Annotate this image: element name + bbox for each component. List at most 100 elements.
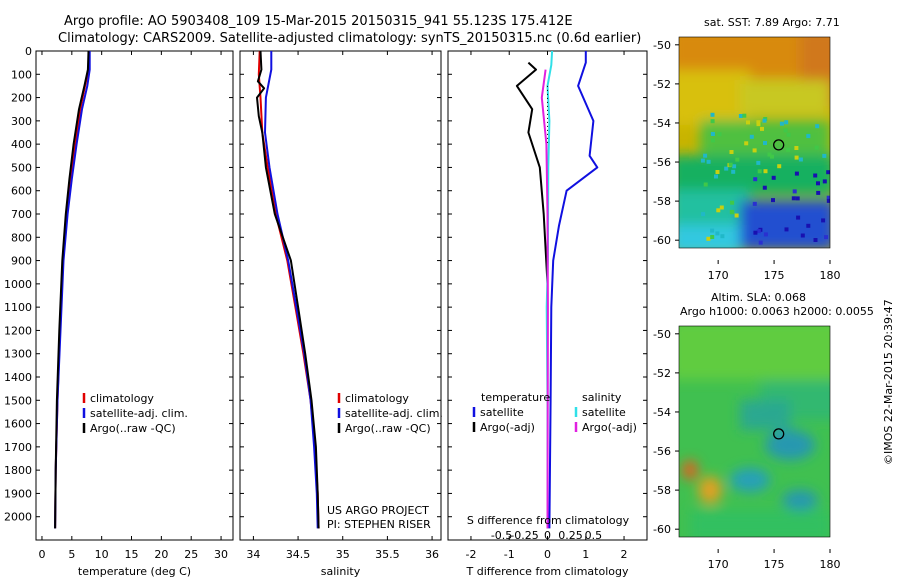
sst-pixel [767,152,772,157]
difference-panel: -2 -1 0 1 2 T difference from climatology temp… [447,50,648,578]
sst-pixel [701,212,706,217]
depth-tick-label: 600 [11,185,32,198]
sst-pixel [710,228,715,233]
lon-tick-label: 175 [764,558,785,571]
series-line-climatology [257,50,320,529]
x-tick-label: -2 [465,548,476,561]
sst-pixel [822,179,827,184]
sst-pixel [783,128,788,133]
sst-pixel [756,120,761,125]
x-tick-label: 5 [68,548,75,561]
sst-pixel [813,238,818,242]
pi-annotation: PI: STEPHEN RISER [327,518,431,531]
sst-pixel [791,196,796,201]
sst-pixel [763,169,768,174]
legend-entry: satellite-adj. clim. [345,407,443,420]
depth-tick-label: 700 [11,208,32,221]
sst-pixel [798,157,803,162]
x-tick-label: 2 [621,548,628,561]
depth-tick-label: 400 [11,138,32,151]
sst-pixel [700,158,705,163]
sst-pixel [715,231,720,236]
depth-tick-label: 0 [25,45,32,58]
sst-pixel [710,112,715,117]
sla-map-axes: -50 -52 -54 -56 -58 -60 170 175 180 [653,325,841,571]
legend-entry: Argo(-adj) [582,421,637,434]
sst-pixel [826,170,830,175]
sst-pixel [729,209,734,214]
sst-pixel [756,160,761,165]
sst-pixel [784,120,789,125]
sst-pixel [806,223,811,228]
sst-pixel [762,185,767,190]
sst-pixel [814,145,819,150]
sst-pixel [753,177,758,182]
legend-entry: climatology [345,392,409,405]
sst-pixel [771,175,776,180]
legend-entry: Argo(-adj) [480,421,535,434]
lat-tick-label: -52 [653,78,671,91]
sst-pixel [717,132,722,137]
sst-pixel [786,147,790,152]
legend-entry: Argo(..raw -QC) [90,422,176,435]
series-line-argo-raw-qc- [256,50,320,529]
sst-pixel [821,218,826,223]
depth-tick-label: 100 [11,68,32,81]
sst-pixel [813,173,818,178]
depth-tick-label: 900 [11,255,32,268]
lat-tick-label: -58 [653,484,671,497]
lat-tick-label: -60 [653,523,671,536]
lat-tick-label: -56 [653,445,671,458]
differences-xlabel: T difference from climatology [466,565,629,578]
legend-title-temperature: temperature [481,391,550,404]
sst-pixel [711,138,715,143]
legend-title-salinity: salinity [582,391,622,404]
sst-pixel [826,198,830,203]
sst-pixel [728,162,733,167]
depth-tick-label: 1500 [4,394,32,407]
sst-pixel [786,132,791,137]
sst-pixel [763,141,767,145]
sst-pixel [800,233,805,238]
x-tick-label: 35.5 [375,548,400,561]
depth-tick-label: 2000 [4,511,32,524]
s-tick-label: 0.5 [585,529,603,542]
sst-pixel [771,198,775,203]
depth-tick-label: 1400 [4,371,32,384]
sst-pixel [731,169,736,174]
salinity-panel: 34 34.5 35 35.5 36 salinity climatology satelli… [239,50,443,578]
imos-credit: ©IMOS 22-Mar-2015 20:39:47 [882,299,895,465]
temperature-panel: 0100200300400500600700800900100011001200… [4,45,234,578]
legend-entry: satellite [582,406,626,419]
sst-map-frame [678,36,831,249]
sst-pixel [822,153,827,158]
lat-tick-label: -52 [653,367,671,380]
x-tick-label: 10 [95,548,109,561]
sst-pixel [735,157,740,162]
sst-pixel [752,148,757,153]
sst-pixel [795,196,800,201]
sst-pixel [715,170,720,174]
depth-tick-label: 200 [11,92,32,105]
sst-pixel [806,134,811,139]
sst-pixel [729,150,734,154]
sst-pixel [706,159,711,164]
x-tick-label: 0 [38,548,45,561]
legend-entry: Argo(..raw -QC) [345,422,431,435]
series-line-s-argo-adj- [540,69,549,529]
sst-pixel [744,141,749,146]
sst-pixel [777,164,782,169]
sla-map-frame [678,325,831,538]
lon-tick-label: 180 [820,269,841,282]
sst-pixel [826,195,830,200]
sst-pixel [794,155,799,160]
sst-pixel [724,166,729,171]
x-tick-label: 0 [544,548,551,561]
title-line-1: Argo profile: AO 5903408_109 15-Mar-2015… [64,14,573,29]
x-tick-label: 34 [246,548,260,561]
sst-pixel [746,120,750,125]
sst-pixel [816,190,821,195]
x-tick-label: 25 [184,548,198,561]
lat-tick-label: -50 [653,328,671,341]
